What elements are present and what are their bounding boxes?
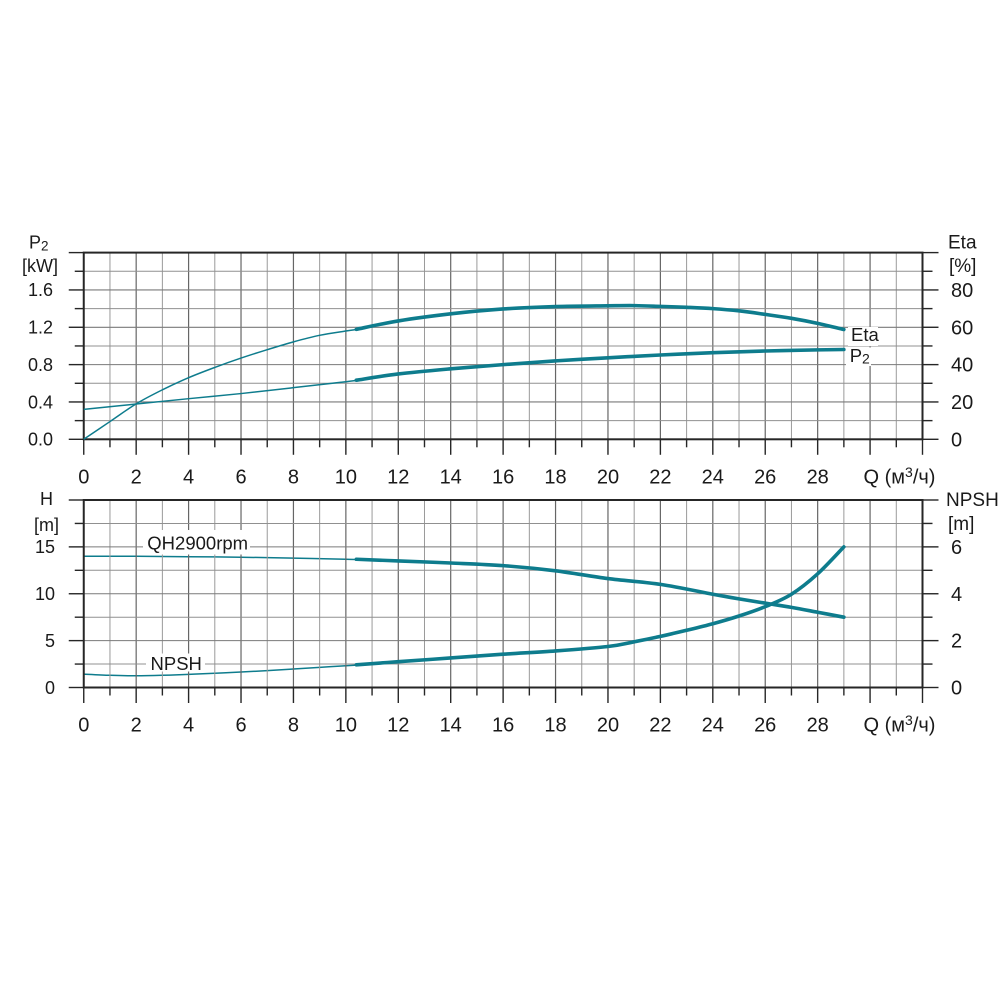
svg-text:4: 4 xyxy=(183,715,194,737)
svg-text:6: 6 xyxy=(235,466,246,488)
svg-text:28: 28 xyxy=(807,715,829,737)
svg-text:P2: P2 xyxy=(29,233,49,254)
svg-text:15: 15 xyxy=(35,537,55,557)
svg-text:0.4: 0.4 xyxy=(28,392,53,412)
svg-text:2: 2 xyxy=(951,631,962,653)
svg-text:0.8: 0.8 xyxy=(28,355,53,375)
svg-text:[m]: [m] xyxy=(34,515,59,535)
svg-text:8: 8 xyxy=(288,715,299,737)
svg-text:26: 26 xyxy=(754,466,776,488)
svg-text:22: 22 xyxy=(649,715,671,737)
svg-text:10: 10 xyxy=(35,584,55,604)
svg-text:20: 20 xyxy=(597,466,619,488)
svg-text:0: 0 xyxy=(951,429,962,451)
svg-text:40: 40 xyxy=(951,355,973,377)
svg-text:24: 24 xyxy=(702,466,724,488)
svg-text:0: 0 xyxy=(45,678,55,698)
svg-text:14: 14 xyxy=(440,715,462,737)
svg-text:Q (м3/ч): Q (м3/ч) xyxy=(864,712,936,737)
svg-text:P2: P2 xyxy=(850,345,870,367)
svg-text:14: 14 xyxy=(440,466,462,488)
svg-text:1.6: 1.6 xyxy=(28,280,53,300)
svg-text:4: 4 xyxy=(183,466,194,488)
svg-text:20: 20 xyxy=(951,392,973,414)
svg-text:4: 4 xyxy=(951,584,962,606)
svg-text:26: 26 xyxy=(754,715,776,737)
svg-text:H: H xyxy=(40,489,53,509)
svg-text:NPSH: NPSH xyxy=(946,490,999,511)
svg-text:60: 60 xyxy=(951,317,973,339)
svg-text:2: 2 xyxy=(131,715,142,737)
svg-text:8: 8 xyxy=(288,466,299,488)
svg-text:12: 12 xyxy=(387,715,409,737)
svg-text:QH2900rpm: QH2900rpm xyxy=(147,533,248,554)
svg-text:10: 10 xyxy=(335,466,357,488)
svg-text:[%]: [%] xyxy=(949,256,976,277)
svg-text:28: 28 xyxy=(807,466,829,488)
svg-text:Q (м3/ч): Q (м3/ч) xyxy=(864,464,936,489)
svg-text:18: 18 xyxy=(544,466,566,488)
svg-text:24: 24 xyxy=(702,715,724,737)
svg-text:Eta: Eta xyxy=(948,233,977,254)
svg-text:2: 2 xyxy=(131,466,142,488)
svg-text:16: 16 xyxy=(492,466,514,488)
svg-text:18: 18 xyxy=(544,715,566,737)
svg-text:0: 0 xyxy=(78,715,89,737)
svg-text:[m]: [m] xyxy=(948,514,974,535)
svg-text:6: 6 xyxy=(235,715,246,737)
svg-text:1.2: 1.2 xyxy=(28,318,53,338)
svg-text:Eta: Eta xyxy=(851,324,879,345)
svg-text:0.0: 0.0 xyxy=(28,430,53,450)
svg-text:5: 5 xyxy=(45,631,55,651)
svg-text:[kW]: [kW] xyxy=(22,256,58,276)
svg-text:10: 10 xyxy=(335,715,357,737)
svg-text:16: 16 xyxy=(492,715,514,737)
svg-text:22: 22 xyxy=(649,466,671,488)
svg-text:12: 12 xyxy=(387,466,409,488)
svg-text:0: 0 xyxy=(78,466,89,488)
svg-text:20: 20 xyxy=(597,715,619,737)
svg-text:6: 6 xyxy=(951,537,962,559)
svg-text:0: 0 xyxy=(951,678,962,700)
svg-text:NPSH: NPSH xyxy=(151,653,202,674)
svg-text:80: 80 xyxy=(951,280,973,302)
